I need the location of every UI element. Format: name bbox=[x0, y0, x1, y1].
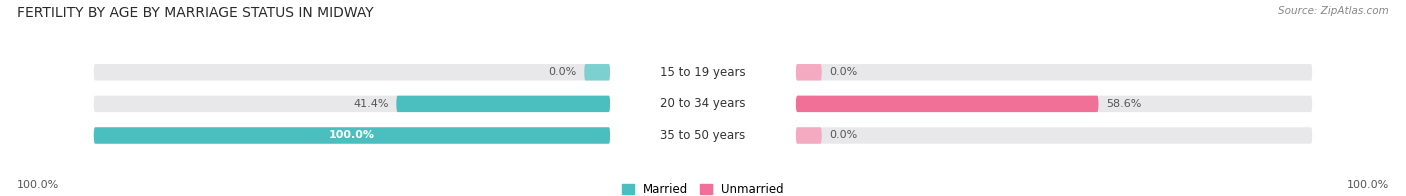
Text: 35 to 50 years: 35 to 50 years bbox=[661, 129, 745, 142]
FancyBboxPatch shape bbox=[796, 127, 1312, 144]
Legend: Married, Unmarried: Married, Unmarried bbox=[617, 178, 789, 196]
FancyBboxPatch shape bbox=[796, 64, 821, 81]
FancyBboxPatch shape bbox=[585, 64, 610, 81]
Text: 58.6%: 58.6% bbox=[1107, 99, 1142, 109]
Text: Source: ZipAtlas.com: Source: ZipAtlas.com bbox=[1278, 6, 1389, 16]
Text: 41.4%: 41.4% bbox=[353, 99, 388, 109]
FancyBboxPatch shape bbox=[796, 127, 821, 144]
Text: FERTILITY BY AGE BY MARRIAGE STATUS IN MIDWAY: FERTILITY BY AGE BY MARRIAGE STATUS IN M… bbox=[17, 6, 374, 20]
Text: 0.0%: 0.0% bbox=[830, 131, 858, 141]
FancyBboxPatch shape bbox=[396, 96, 610, 112]
FancyBboxPatch shape bbox=[94, 127, 610, 144]
FancyBboxPatch shape bbox=[796, 96, 1098, 112]
Text: 20 to 34 years: 20 to 34 years bbox=[661, 97, 745, 110]
Text: 0.0%: 0.0% bbox=[548, 67, 576, 77]
Text: 0.0%: 0.0% bbox=[830, 67, 858, 77]
FancyBboxPatch shape bbox=[94, 64, 610, 81]
FancyBboxPatch shape bbox=[796, 96, 1312, 112]
FancyBboxPatch shape bbox=[796, 64, 1312, 81]
Text: 15 to 19 years: 15 to 19 years bbox=[661, 66, 745, 79]
Text: 100.0%: 100.0% bbox=[1347, 180, 1389, 190]
FancyBboxPatch shape bbox=[94, 96, 610, 112]
Text: 100.0%: 100.0% bbox=[329, 131, 375, 141]
FancyBboxPatch shape bbox=[94, 127, 610, 144]
Text: 100.0%: 100.0% bbox=[17, 180, 59, 190]
